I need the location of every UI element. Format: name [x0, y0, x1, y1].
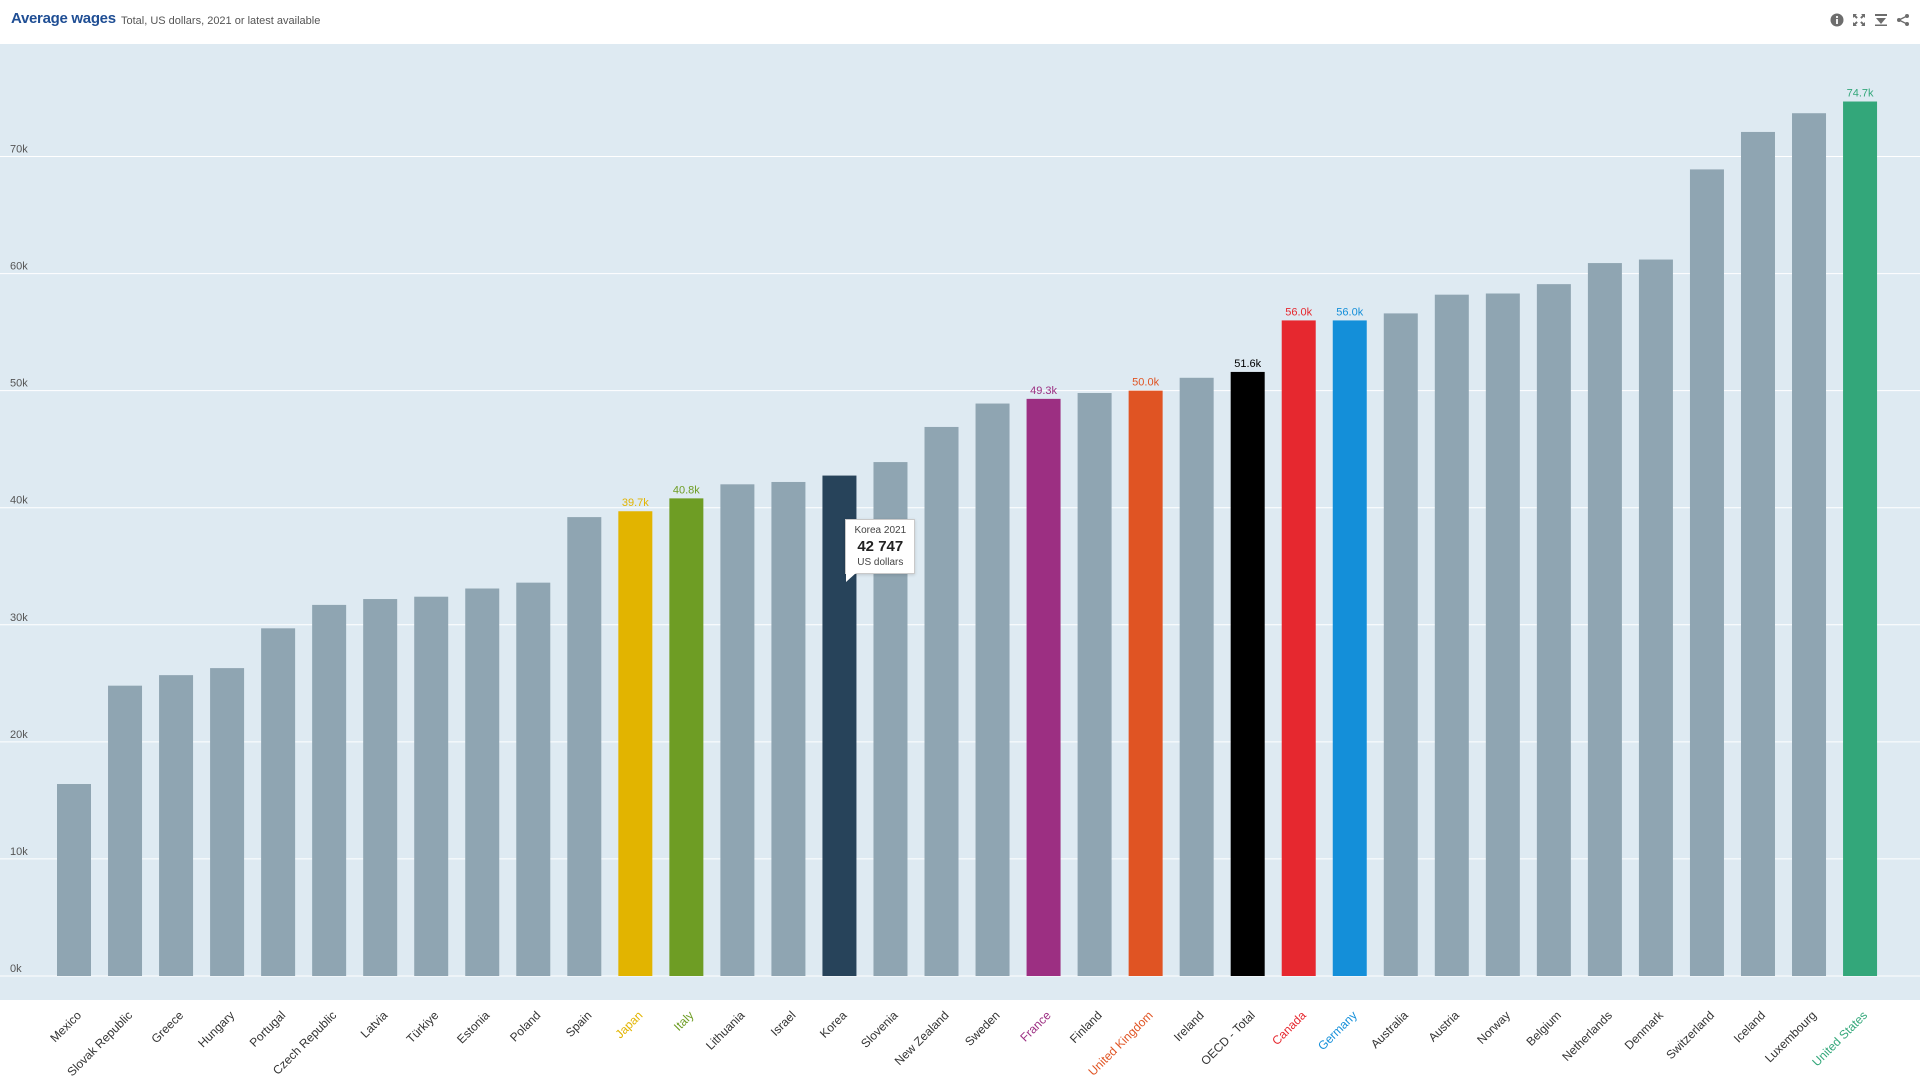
bar-t-rkiye[interactable] [414, 596, 449, 976]
x-tick-label-new-zealand: New Zealand [892, 1008, 952, 1068]
x-tick-label-switzerland: Switzerland [1663, 1008, 1717, 1062]
x-tick-label-ireland: Ireland [1171, 1008, 1207, 1044]
bar-israel[interactable] [771, 481, 806, 976]
tooltip-title: Korea 2021 [854, 525, 907, 536]
x-tick-label-t-rkiye: Türkiye [404, 1008, 442, 1046]
bar-norway[interactable] [1485, 293, 1520, 976]
bar-switzerland[interactable] [1689, 169, 1724, 977]
download-icon[interactable] [1874, 13, 1888, 27]
bar-new-zealand[interactable] [924, 426, 959, 976]
bar-austria[interactable] [1434, 294, 1469, 976]
data-label-italy: 40.8k [673, 484, 700, 496]
x-tick-label-norway: Norway [1474, 1008, 1513, 1047]
data-label-oecd-total: 51.6k [1234, 358, 1261, 370]
share-icon[interactable] [1896, 13, 1910, 27]
chart-subtitle: Total, US dollars, 2021 or latest availa… [121, 15, 321, 27]
x-tick-label-mexico: Mexico [47, 1008, 84, 1045]
bar-france[interactable] [1026, 398, 1061, 976]
x-tick-label-australia: Australia [1368, 1008, 1411, 1051]
bar-iceland[interactable] [1740, 131, 1775, 976]
x-tick-label-slovenia: Slovenia [858, 1008, 901, 1051]
bar-ireland[interactable] [1179, 377, 1214, 977]
x-tick-label-estonia: Estonia [454, 1008, 492, 1046]
data-label-canada: 56.0k [1285, 306, 1312, 318]
bar-belgium[interactable] [1536, 284, 1571, 976]
x-tick-label-lithuania: Lithuania [703, 1008, 748, 1053]
data-label-united-states: 74.7k [1847, 88, 1874, 100]
x-tick-label-united-states: United States [1809, 1008, 1870, 1069]
y-tick-label-30k: 30k [10, 612, 28, 624]
bar-portugal[interactable] [261, 628, 296, 976]
y-tick-label-20k: 20k [10, 729, 28, 741]
bar-latvia[interactable] [363, 599, 398, 976]
bar-mexico[interactable] [57, 784, 91, 976]
x-tick-label-poland: Poland [507, 1008, 543, 1044]
chart-header: Average wages Total, US dollars, 2021 or… [0, 0, 1920, 44]
x-tick-label-sweden: Sweden [962, 1008, 1003, 1049]
bar-finland[interactable] [1077, 393, 1112, 976]
data-label-france: 49.3k [1030, 385, 1057, 397]
x-tick-label-hungary: Hungary [195, 1008, 237, 1050]
fullscreen-icon[interactable] [1852, 13, 1866, 27]
x-tick-label-finland: Finland [1067, 1008, 1105, 1046]
y-tick-label-50k: 50k [10, 378, 28, 390]
tooltip-unit: US dollars [857, 557, 904, 568]
x-tick-label-portugal: Portugal [247, 1008, 289, 1050]
bar-italy[interactable] [669, 498, 704, 976]
tooltip-value: 42 747 [857, 538, 904, 555]
chart-toolbar [1830, 13, 1910, 27]
bar-czech-republic[interactable] [312, 604, 347, 976]
y-tick-label-60k: 60k [10, 261, 28, 273]
bar-estonia[interactable] [465, 588, 500, 976]
bar-hungary[interactable] [210, 668, 245, 976]
chart-title: Average wages [11, 10, 116, 27]
x-tick-label-belgium: Belgium [1523, 1008, 1564, 1049]
x-tick-label-canada: Canada [1269, 1008, 1309, 1048]
bar-germany[interactable] [1332, 320, 1367, 977]
bar-lithuania[interactable] [720, 484, 755, 976]
bar-united-states[interactable] [1843, 101, 1878, 976]
bar-netherlands[interactable] [1587, 263, 1622, 977]
x-tick-label-iceland: Iceland [1731, 1008, 1768, 1045]
y-tick-label-40k: 40k [10, 495, 28, 507]
x-tick-label-italy: Italy [671, 1008, 696, 1033]
x-tick-label-latvia: Latvia [358, 1008, 391, 1041]
y-tick-label-70k: 70k [10, 144, 28, 156]
x-tick-label-spain: Spain [563, 1008, 595, 1040]
bar-oecd-total[interactable] [1230, 371, 1265, 976]
data-label-japan: 39.7k [622, 497, 649, 509]
info-icon[interactable] [1830, 13, 1844, 27]
bar-poland[interactable] [516, 582, 551, 976]
x-tick-label-oecd-total: OECD - Total [1198, 1008, 1258, 1068]
x-tick-label-korea: Korea [817, 1008, 850, 1041]
tooltip-pointer [846, 573, 857, 582]
data-label-germany: 56.0k [1336, 306, 1363, 318]
bar-united-kingdom[interactable] [1128, 390, 1163, 977]
x-tick-label-denmark: Denmark [1622, 1008, 1667, 1053]
y-tick-label-0k: 0k [10, 963, 22, 975]
x-tick-label-france: France [1017, 1008, 1054, 1045]
y-tick-label-10k: 10k [10, 846, 28, 858]
data-label-united-kingdom: 50.0k [1132, 377, 1159, 389]
bar-greece[interactable] [159, 675, 194, 976]
bar-canada[interactable] [1281, 320, 1316, 977]
tooltip: Korea 2021 42 747 US dollars [845, 519, 916, 582]
bar-japan[interactable] [618, 511, 653, 976]
bar-spain[interactable] [567, 517, 602, 976]
x-tick-label-greece: Greece [148, 1008, 186, 1046]
x-tick-label-netherlands: Netherlands [1559, 1008, 1615, 1064]
bar-denmark[interactable] [1638, 259, 1673, 976]
x-tick-label-japan: Japan [612, 1008, 645, 1041]
bar-australia[interactable] [1383, 313, 1418, 976]
x-tick-label-austria: Austria [1426, 1008, 1463, 1045]
bar-sweden[interactable] [975, 403, 1010, 976]
x-tick-label-israel: Israel [768, 1008, 799, 1039]
bar-luxembourg[interactable] [1792, 113, 1827, 976]
x-tick-label-germany: Germany [1315, 1008, 1360, 1053]
bar-slovak-republic[interactable] [108, 685, 143, 976]
